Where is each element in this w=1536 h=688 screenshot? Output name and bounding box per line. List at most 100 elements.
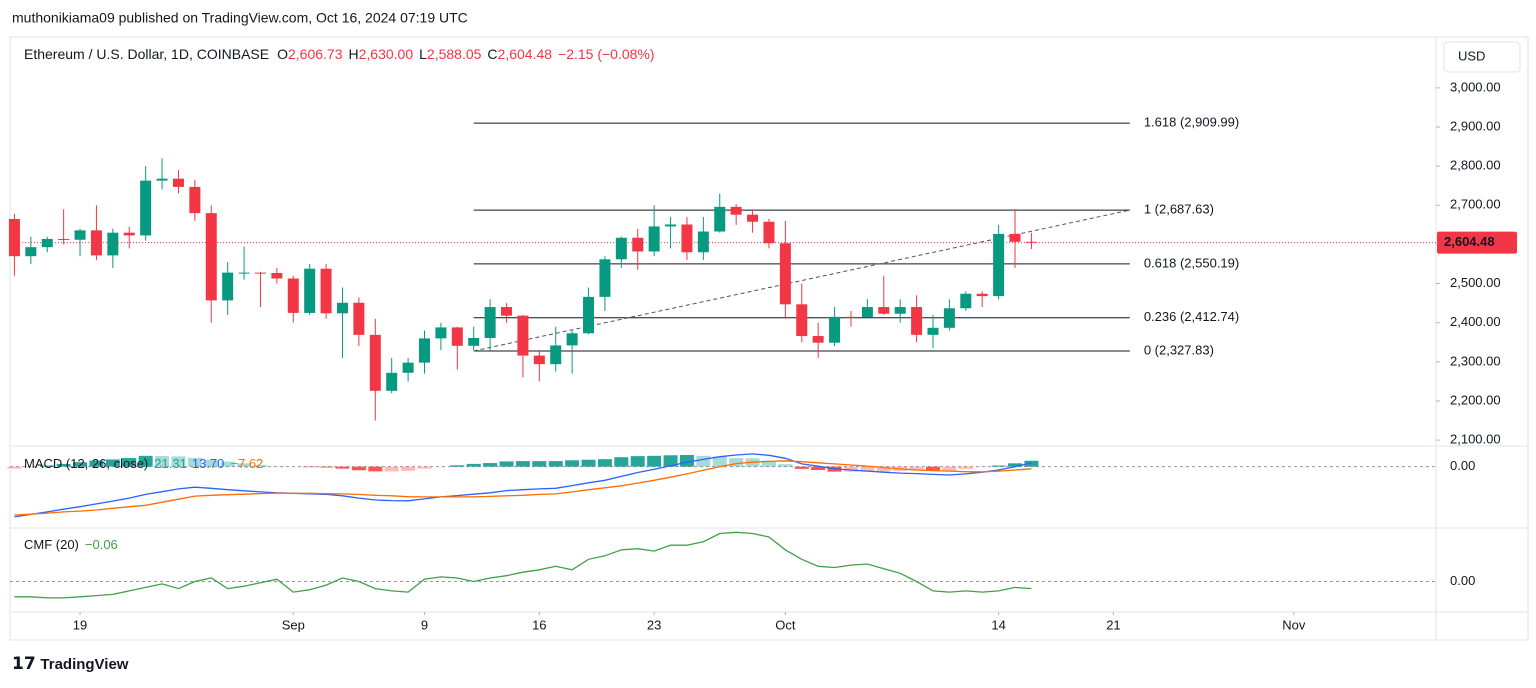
logo-mark: 𝟭𝟳 bbox=[12, 654, 40, 673]
macd-histogram-bar bbox=[679, 455, 694, 467]
macd-histogram-bar bbox=[40, 465, 55, 467]
candle-body bbox=[747, 214, 759, 222]
candle-body bbox=[238, 272, 250, 274]
y-tick-label: 0.00 bbox=[1450, 458, 1475, 473]
y-tick-label: 0.00 bbox=[1450, 573, 1475, 588]
macd-histogram-bar bbox=[1024, 460, 1039, 467]
y-tick-label: 3,000.00 bbox=[1450, 79, 1501, 94]
candle-body bbox=[205, 213, 217, 301]
candle-body bbox=[714, 206, 726, 232]
macd-histogram-bar bbox=[515, 461, 530, 467]
legend-key: L bbox=[419, 46, 427, 62]
macd-histogram-bar bbox=[548, 461, 563, 467]
candle-body bbox=[156, 178, 168, 181]
y-tick-label: 2,700.00 bbox=[1450, 197, 1501, 212]
macd-histogram-bar bbox=[991, 465, 1006, 467]
symbol: Ethereum / U.S. Dollar, 1D, COINBASE bbox=[24, 46, 269, 62]
legend-value: 2,606.73 bbox=[288, 46, 343, 62]
y-tick-label: 2,500.00 bbox=[1450, 275, 1501, 290]
macd-histogram-bar bbox=[450, 465, 465, 467]
macd-histogram-bar bbox=[417, 466, 432, 469]
candle-body bbox=[861, 307, 873, 318]
candle-body bbox=[976, 293, 988, 297]
macd-histogram-bar bbox=[368, 466, 383, 472]
fib-label: 0 (2,327.83) bbox=[1144, 342, 1214, 357]
currency-box[interactable] bbox=[1443, 41, 1521, 73]
candle-body bbox=[960, 293, 972, 309]
legend-value: 2,604.48 bbox=[498, 46, 553, 62]
candle-body bbox=[730, 206, 742, 215]
brand-logo: 𝟭𝟳 TradingView bbox=[12, 654, 129, 673]
macd-histogram-bar bbox=[105, 459, 120, 467]
fib-label: 1.618 (2,909.99) bbox=[1144, 115, 1239, 130]
x-tick-label: 9 bbox=[421, 617, 428, 632]
candle-body bbox=[566, 333, 578, 346]
macd-histogram-bar bbox=[565, 460, 580, 467]
candle-body bbox=[812, 336, 824, 343]
candle-body bbox=[336, 302, 348, 314]
macd-histogram-bar bbox=[647, 455, 662, 467]
y-tick-label: 2,100.00 bbox=[1450, 432, 1501, 447]
macd-histogram-bar bbox=[138, 455, 153, 467]
candle-body bbox=[386, 372, 398, 391]
macd-histogram-bar bbox=[122, 458, 137, 467]
candle-body bbox=[1009, 233, 1021, 242]
candle-body bbox=[845, 316, 857, 318]
macd-histogram-bar bbox=[581, 459, 596, 467]
macd-histogram-bar bbox=[7, 466, 22, 469]
candle-body bbox=[140, 180, 152, 236]
macd-legend: MACD (12, 26, close) 21.31 13.70 −7.62 bbox=[24, 456, 263, 471]
candle-body bbox=[353, 302, 365, 335]
candle-body bbox=[501, 307, 513, 316]
candle-body bbox=[878, 307, 890, 314]
y-tick-label: 2,800.00 bbox=[1450, 158, 1501, 173]
candle-body bbox=[419, 338, 431, 363]
macd-histogram-bar bbox=[73, 462, 88, 467]
macd-histogram-bar bbox=[384, 466, 399, 472]
macd-histogram-bar bbox=[794, 466, 809, 469]
candle-body bbox=[583, 296, 595, 334]
last-price-box bbox=[1437, 231, 1517, 254]
macd-histogram-bar bbox=[729, 458, 744, 467]
macd-histogram-bar bbox=[483, 463, 498, 467]
symbol-title: Ethereum / U.S. Dollar, 1D, COINBASE O2,6… bbox=[24, 46, 655, 62]
x-tick-label: 21 bbox=[1106, 617, 1120, 632]
legend-key: O bbox=[277, 46, 288, 62]
candle-body bbox=[25, 247, 37, 257]
chart-frame bbox=[9, 36, 1529, 641]
legend-change: −2.15 (−0.08%) bbox=[558, 46, 655, 62]
candle-body bbox=[90, 230, 102, 256]
macd-histogram-bar bbox=[319, 466, 334, 468]
macd-histogram-bar bbox=[187, 457, 202, 467]
macd-histogram-bar bbox=[663, 455, 678, 467]
x-tick-label: 14 bbox=[991, 617, 1005, 632]
candle-body bbox=[681, 224, 693, 253]
candle-body bbox=[911, 307, 923, 335]
macd-histogram-bar bbox=[171, 456, 186, 467]
cmf-value: −0.06 bbox=[85, 537, 118, 552]
macd-histogram-bar bbox=[909, 466, 924, 471]
fib-label: 0.236 (2,412.74) bbox=[1144, 309, 1239, 324]
candle-body bbox=[648, 226, 660, 252]
candle-body bbox=[287, 278, 299, 313]
signal-value: −7.62 bbox=[230, 456, 263, 471]
candle-body bbox=[779, 243, 791, 305]
y-tick-label: 2,200.00 bbox=[1450, 392, 1501, 407]
candle-body bbox=[943, 308, 955, 328]
cmf-line bbox=[14, 531, 1032, 599]
cmf-legend: CMF (20) −0.06 bbox=[24, 537, 118, 552]
candle-body bbox=[697, 231, 709, 253]
macd-histogram-bar bbox=[958, 466, 973, 469]
macd-histogram-bar bbox=[843, 466, 858, 472]
x-tick-label: 23 bbox=[647, 617, 661, 632]
candle-body bbox=[123, 232, 135, 236]
candle-body bbox=[451, 327, 463, 346]
macd-histogram-bar bbox=[630, 456, 645, 467]
macd-histogram-bar bbox=[335, 466, 350, 469]
candle-body bbox=[665, 224, 677, 227]
legend-value: 2,630.00 bbox=[359, 46, 414, 62]
legend-key: C bbox=[487, 46, 497, 62]
candle-body bbox=[271, 273, 283, 279]
macd-histogram-bar bbox=[696, 455, 711, 467]
x-tick-label: Oct bbox=[775, 617, 796, 632]
